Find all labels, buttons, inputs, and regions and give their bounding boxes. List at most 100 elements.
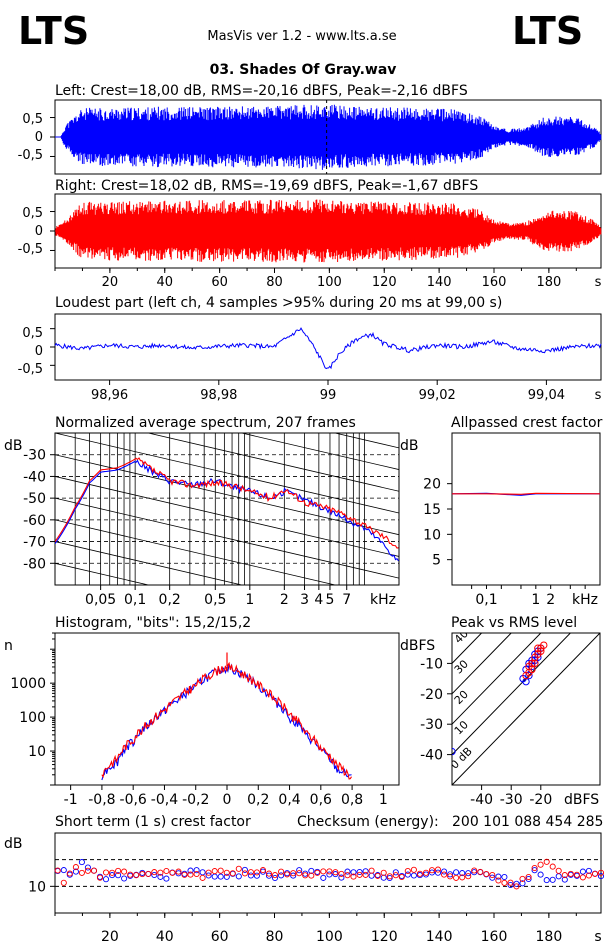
short-term-point-left [453, 869, 460, 876]
short-term-point-right [253, 869, 260, 876]
short-term-point-left [507, 881, 514, 889]
short-term-point-right [187, 871, 194, 878]
short-term-point-right [247, 869, 254, 876]
short-term-point-left [561, 876, 568, 883]
short-term-point-right [549, 863, 556, 870]
short-term-point-left [555, 873, 562, 880]
short-term-point-left [259, 868, 267, 875]
checksum-value: 200 101 088 454 285 [452, 814, 603, 830]
lts-logo-left: LTS [18, 9, 89, 53]
short-term-point-left [447, 871, 454, 878]
short-term-point-left [163, 875, 170, 882]
short-term-point-left [495, 873, 502, 880]
short-term-point-right [374, 872, 381, 879]
histogram-y-tick-label: 10 [28, 744, 46, 760]
short-term-point-right [145, 870, 152, 877]
short-term-point-left [531, 867, 538, 874]
short-term-point-left [253, 872, 260, 879]
loudest-x-tick-label: 98,98 [200, 388, 237, 403]
app-title: MasVis ver 1.2 - www.lts.a.se [207, 29, 396, 44]
short-term-point-right [350, 873, 357, 880]
short-term-point-left [60, 867, 67, 874]
short-term-point-right [597, 869, 605, 876]
short-term-point-left [392, 869, 399, 876]
right-x-tick-label: 80 [266, 275, 283, 290]
right-x-tick-label: 120 [372, 275, 397, 290]
allpassed-y-tick-label: 15 [423, 502, 441, 518]
short-term-point-left [205, 872, 212, 879]
spectrum-reference-diagonal [239, 433, 399, 470]
peak-rms-point-left [534, 653, 542, 662]
short-term-point-right [127, 871, 134, 878]
right-x-axis: 20 40 60 80 100 120 140 160 180 s [54, 268, 602, 290]
short-term-point-left [410, 872, 417, 879]
short-term-point-right [109, 869, 116, 876]
short-term-point-left [543, 877, 550, 884]
short-term-point-left [121, 875, 128, 882]
short-term-point-right [428, 867, 436, 874]
peak-rms-x-tick-label: -30 [500, 792, 523, 808]
short-term-point-left [549, 876, 556, 883]
short-term-point-left [151, 871, 158, 879]
short-term-point-left [434, 869, 442, 876]
file-title: 03. Shades Of Gray.wav [210, 62, 397, 78]
short-term-y-tick-label: 10 [28, 879, 46, 895]
short-term-point-right [380, 869, 387, 876]
histogram-x-tick-label: -0,2 [182, 792, 209, 808]
histogram-x-tick-label: 1 [379, 792, 388, 808]
short-term-x-tick-label: 140 [426, 929, 453, 945]
spectrum-reference-diagonal [55, 476, 399, 557]
spectrum-x-tick-label: 2 [280, 592, 289, 608]
short-term-point-right [78, 869, 85, 876]
short-term-point-right [447, 873, 454, 880]
peak-rms-crest-line [452, 633, 600, 785]
peak-rms-x-tick-label: -20 [529, 792, 552, 808]
short-term-point-right [320, 868, 327, 875]
short-term-point-left [525, 875, 532, 883]
short-term-point-left [217, 873, 224, 880]
short-term-point-right [199, 874, 206, 881]
short-term-point-left [320, 874, 327, 881]
short-term-point-left [84, 864, 91, 871]
short-term-point-left [296, 867, 303, 874]
short-term-point-right [416, 870, 423, 877]
left-waveform-panel: Left: Crest=18,00 dB, RMS=-20,16 dBFS, P… [18, 83, 602, 175]
peak-rms-point-left [525, 671, 533, 680]
short-term-title: Short term (1 s) crest factor [55, 814, 251, 830]
allpassed-data: 20 15 10 5 0,1 1 2 [423, 477, 601, 608]
short-term-point-right [441, 871, 448, 878]
short-term-point-right [66, 870, 73, 877]
short-term-x-unit: s [594, 929, 601, 945]
peak-rms-x-label: dBFS [564, 792, 599, 808]
short-term-x-tick-label: 120 [371, 929, 398, 945]
histogram-x-tick-label: -0,8 [88, 792, 115, 808]
allpassed-panel: Allpassed crest factor dB 20 15 10 5 0,1 1 2 k… [400, 415, 603, 608]
allpassed-x-tick-label: 2 [546, 592, 555, 608]
short-term-point-right [96, 874, 104, 881]
allpassed-x-tick-label: 1 [531, 592, 540, 608]
short-term-point-left [519, 880, 526, 887]
allpassed-frame [451, 432, 601, 586]
short-term-point-left [356, 868, 363, 876]
short-term-point-left [579, 868, 586, 875]
short-term-point-right [434, 866, 442, 873]
peak-rms-y-tick-label: -30 [420, 717, 443, 733]
short-term-point-left [271, 874, 279, 882]
short-term-point-right [229, 870, 236, 877]
short-term-point-right [326, 868, 333, 875]
histogram-x-tick-label: -1 [64, 792, 78, 808]
short-term-point-right [477, 868, 484, 875]
loudest-x-tick-label: 99,04 [528, 388, 565, 403]
short-term-point-right [157, 869, 164, 876]
short-term-point-right [579, 874, 586, 881]
short-term-point-right [525, 873, 532, 881]
right-x-tick-label: 180 [536, 275, 561, 290]
short-term-point-right [205, 869, 212, 876]
histogram-x-tick-label: -0,4 [151, 792, 178, 808]
loudest-part-data: 98,96 98,98 99 99,02 99,04 s [50, 327, 602, 403]
loudest-trace [54, 327, 602, 370]
spectrum-x-tick-label: 3 [300, 592, 309, 608]
short-term-x-tick-label: 180 [536, 929, 563, 945]
